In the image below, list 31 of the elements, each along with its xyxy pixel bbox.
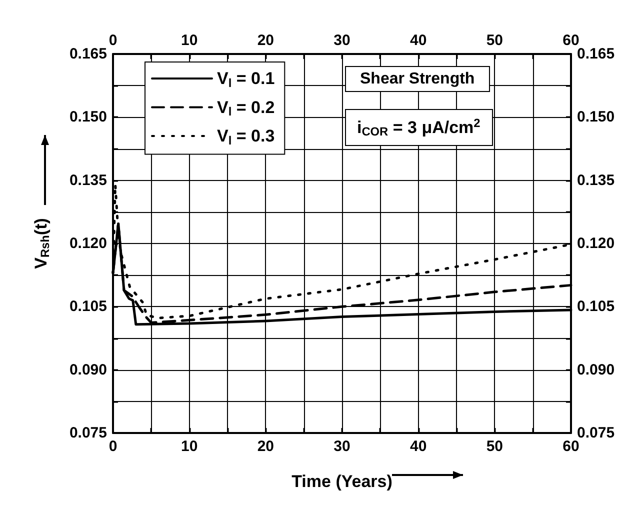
x2-tick-label: 50 — [486, 32, 504, 49]
x-tick-label: 60 — [562, 438, 580, 455]
y-axis-title: VRsh(t) — [31, 218, 52, 269]
x2-tick-label: 0 — [108, 32, 118, 49]
y-tick-label: 0.090 — [69, 361, 107, 378]
x2-tick-label: 40 — [410, 32, 427, 49]
y-tick-label: 0.120 — [69, 235, 107, 252]
x-tick-label: 40 — [410, 438, 427, 455]
y2-tick-label: 0.105 — [577, 298, 615, 316]
x-tick-label: 0 — [108, 438, 118, 455]
y2-tick-label: 0.165 — [577, 46, 615, 62]
y-tick-label: 0.150 — [69, 108, 107, 126]
y2-tick-label: 0.135 — [577, 172, 615, 189]
y-tick-label: 0.105 — [69, 298, 107, 316]
y2-tick-label: 0.075 — [577, 424, 615, 442]
x2-tick-label: 10 — [180, 32, 198, 49]
x2-tick-label: 60 — [562, 32, 580, 49]
annotation: Shear Strength — [360, 70, 475, 88]
y-tick-label: 0.075 — [69, 424, 107, 442]
y2-tick-label: 0.120 — [577, 235, 615, 252]
y-tick-label: 0.135 — [69, 172, 107, 189]
x2-tick-label: 30 — [334, 32, 350, 49]
x2-tick-label: 20 — [257, 32, 274, 49]
x-axis-title: Time (Years) — [292, 472, 392, 491]
y2-tick-label: 0.090 — [577, 361, 615, 378]
x-tick-label: 20 — [257, 438, 274, 455]
y2-tick-label: 0.150 — [577, 108, 615, 126]
x-tick-label: 50 — [486, 438, 504, 455]
x-tick-label: 30 — [334, 438, 350, 455]
y-tick-label: 0.165 — [69, 46, 107, 62]
x-tick-label: 10 — [180, 438, 198, 455]
